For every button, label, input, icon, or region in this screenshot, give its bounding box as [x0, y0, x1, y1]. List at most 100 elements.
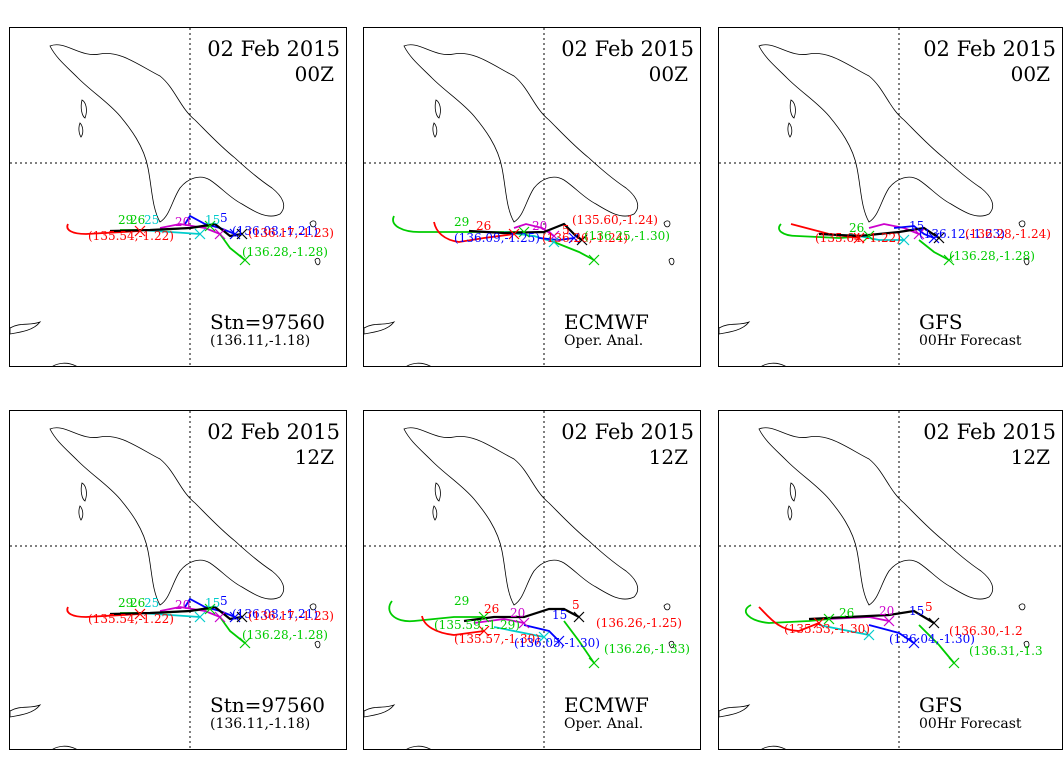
island-outline: [789, 482, 796, 502]
trajectory-label: (136.28,-1.24): [965, 227, 1051, 241]
hour-label: 00Z: [1010, 62, 1050, 86]
trajectory-label: 15: [205, 213, 220, 227]
endpoint-marker: [236, 611, 248, 623]
source-label: Stn=97560: [210, 310, 325, 334]
trajectory-red: [433, 221, 515, 243]
island-outline: [364, 321, 396, 335]
island-outline: [719, 321, 751, 335]
endpoint-marker: [214, 611, 226, 623]
endpoint-marker: [883, 615, 895, 627]
endpoint-marker: [588, 657, 600, 669]
coastline: [403, 44, 639, 223]
trajectory-label: 20: [532, 219, 547, 233]
endpoint-marker: [134, 608, 146, 620]
endpoint-marker: [194, 611, 206, 623]
endpoint-marker: [239, 637, 251, 649]
trajectory-green: [918, 624, 955, 664]
trajectory-label: 25: [144, 596, 159, 610]
trajectory-label: 20: [175, 215, 190, 229]
trajectory-blue: [184, 214, 236, 235]
island-outline: [787, 505, 793, 521]
trajectory-label: 20: [175, 598, 190, 612]
trajectory-red: [66, 223, 141, 235]
endpoint-marker: [863, 230, 875, 242]
trajectory-label: 15: [552, 608, 567, 622]
trajectory-red: [758, 606, 820, 632]
island-outline: [787, 122, 793, 138]
trajectory-label: 26: [839, 606, 854, 620]
endpoint-marker: [573, 611, 585, 623]
endpoint-marker: [928, 232, 940, 244]
island-outline: [761, 362, 786, 366]
panel-2: 29 26 20 5 (135.60,-1.24) (136.09,-1.25) (136.…: [363, 27, 701, 367]
trajectory-label: (136.25,-1.30): [584, 229, 670, 243]
trajectory-label: (136.28,-1.28): [242, 245, 328, 259]
endpoint-marker: [813, 617, 825, 629]
trajectory-black: [463, 607, 580, 623]
source-label: ECMWF: [564, 310, 649, 334]
endpoint-marker: [908, 637, 920, 649]
date-label: 02 Feb 2015: [561, 37, 694, 61]
trajectory-cyan: [493, 626, 545, 638]
hour-label: 12Z: [648, 445, 688, 469]
date-label: 02 Feb 2015: [207, 420, 340, 444]
island-outline: [1018, 603, 1026, 611]
island-outline: [364, 704, 396, 718]
trajectory-label: (136.17,-1.23): [248, 609, 334, 623]
trajectory-black: [468, 222, 583, 241]
trajectory-label: (136.04,-1.30): [889, 632, 975, 646]
coastline: [403, 427, 639, 606]
island-outline: [668, 640, 675, 649]
trajectory-label: 26: [130, 213, 145, 227]
island-outline: [1018, 220, 1026, 228]
source-sub-label: Oper. Anal.: [564, 716, 644, 732]
trajectory-label: 29: [118, 213, 133, 227]
endpoint-marker: [538, 631, 550, 643]
source-sub-label: 00Hr Forecast: [919, 333, 1022, 349]
endpoint-marker: [588, 254, 600, 266]
trajectory-mag: [159, 606, 221, 618]
island-outline: [719, 704, 751, 718]
trajectory-label: 15: [909, 219, 924, 233]
trajectory-green: [778, 223, 870, 239]
trajectory-green: [745, 604, 830, 624]
endpoint-marker: [508, 228, 520, 240]
trajectory-label: 5: [220, 594, 228, 608]
trajectory-label: 5: [572, 598, 580, 612]
trajectory-red: [66, 606, 141, 618]
island-outline: [406, 362, 431, 366]
endpoint-marker: [518, 226, 530, 238]
endpoint-marker: [943, 254, 955, 266]
endpoint-marker: [204, 220, 216, 232]
source-sub-label: Oper. Anal.: [564, 333, 644, 349]
panel-1: 29 26 25 20 15 5 (136.08,-1.21) (136.17,-1.23) (…: [9, 27, 347, 367]
trajectory-label: 25: [144, 213, 159, 227]
island-outline: [52, 362, 77, 366]
map-2: 29 26 20 5(135.60,-1.24)(136.09,-1.25) (136.…: [364, 28, 700, 366]
island-outline: [10, 321, 42, 335]
endpoint-marker: [568, 232, 580, 244]
trajectory-green: [388, 600, 484, 623]
date-label: 02 Feb 2015: [561, 420, 694, 444]
trajectory-label: (136.12,-1.23): [919, 227, 1005, 241]
trajectory-label: 20: [879, 604, 894, 618]
island-outline: [1023, 257, 1030, 266]
trajectory-label: 15: [909, 604, 924, 618]
island-outline: [432, 122, 438, 138]
trajectory-black: [109, 222, 243, 238]
trajectory-green: [563, 620, 595, 664]
endpoint-marker: [913, 228, 925, 240]
island-outline: [309, 220, 317, 228]
trajectory-red: [421, 615, 485, 636]
endpoint-marker: [478, 625, 490, 637]
trajectory-label: (135.54,-1.22): [88, 612, 174, 626]
island-outline: [663, 220, 671, 228]
trajectory-black: [109, 605, 243, 621]
trajectory-blue: [893, 225, 935, 239]
trajectory-blue: [538, 237, 575, 241]
island-outline: [52, 745, 77, 749]
trajectory-green: [553, 241, 595, 261]
endpoint-marker: [134, 225, 146, 237]
